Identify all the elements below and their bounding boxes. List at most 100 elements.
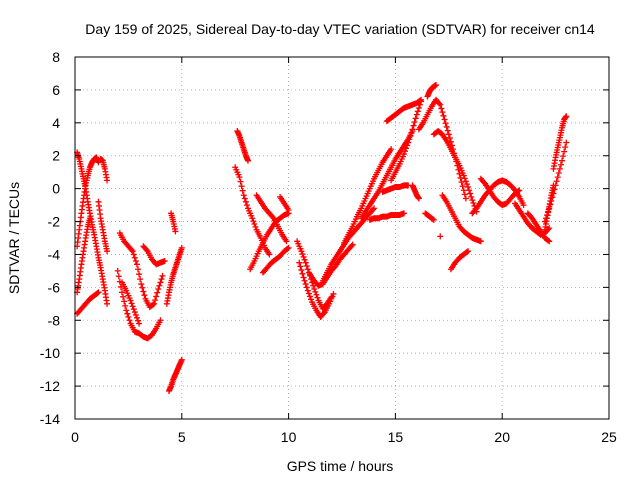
- data-point: [304, 287, 311, 294]
- data-point: [133, 261, 140, 268]
- data-point: [436, 100, 443, 107]
- data-point: [243, 202, 250, 209]
- data-point: [308, 296, 315, 303]
- data-point: [285, 207, 292, 214]
- data-point: [470, 200, 477, 207]
- data-point: [546, 225, 553, 232]
- y-tick-label: -6: [48, 279, 61, 295]
- data-point: [561, 148, 568, 155]
- data-point: [349, 241, 356, 248]
- data-point: [299, 251, 306, 258]
- data-point: [516, 187, 523, 194]
- data-point: [120, 293, 127, 300]
- data-point: [413, 111, 420, 118]
- data-point: [437, 233, 444, 240]
- y-tick-label: 4: [52, 115, 60, 131]
- data-point: [124, 310, 131, 317]
- data-point: [407, 132, 414, 139]
- data-point: [414, 108, 421, 115]
- data-point: [132, 311, 139, 318]
- data-point: [135, 317, 142, 324]
- data-point: [520, 202, 527, 209]
- data-point: [461, 191, 468, 198]
- data-point: [555, 170, 562, 177]
- data-point: [178, 356, 185, 363]
- data-point: [545, 237, 552, 244]
- data-point: [447, 138, 454, 145]
- data-point: [409, 126, 416, 133]
- data-point: [557, 161, 564, 168]
- x-tick-label: 0: [71, 429, 79, 445]
- plot-frame: [74, 56, 610, 420]
- data-point: [467, 190, 474, 197]
- data-point: [251, 221, 258, 228]
- data-point: [125, 313, 132, 320]
- data-point: [252, 223, 259, 230]
- data-point: [104, 248, 111, 255]
- data-point: [469, 197, 476, 204]
- data-point: [456, 170, 463, 177]
- data-point: [300, 253, 307, 260]
- x-tick-label: 5: [178, 429, 186, 445]
- data-point: [463, 181, 470, 188]
- data-point: [515, 188, 522, 195]
- data-point: [136, 320, 143, 327]
- y-tick-label: -2: [48, 214, 61, 230]
- data-point: [132, 258, 139, 265]
- data-point: [118, 289, 125, 296]
- data-point: [300, 274, 307, 281]
- data-point: [298, 267, 305, 274]
- data-point: [128, 300, 135, 307]
- data-point: [269, 214, 276, 221]
- data-point: [468, 193, 475, 200]
- data-point: [126, 317, 133, 324]
- data-point: [302, 259, 309, 266]
- data-point: [432, 81, 439, 88]
- y-tick-label: -10: [40, 345, 60, 361]
- data-point: [129, 303, 136, 310]
- data-point: [553, 178, 560, 185]
- data-point: [443, 123, 450, 130]
- y-tick-label: 6: [52, 82, 60, 98]
- data-point: [298, 248, 305, 255]
- grid: [75, 57, 609, 419]
- data-point: [157, 279, 164, 286]
- data-point: [128, 246, 135, 253]
- x-tick-label: 20: [494, 429, 510, 445]
- data-point: [121, 298, 128, 305]
- data-point: [388, 146, 395, 153]
- data-point: [550, 182, 557, 189]
- data-point: [284, 245, 291, 252]
- data-point: [130, 306, 137, 313]
- data-point: [459, 183, 466, 190]
- data-point: [415, 105, 422, 112]
- data-point: [460, 187, 467, 194]
- data-point: [305, 290, 312, 297]
- data-point: [114, 267, 121, 274]
- data-point: [240, 192, 247, 199]
- y-tick-label: 8: [52, 49, 60, 65]
- x-tick-label: 15: [388, 429, 404, 445]
- data-point: [303, 262, 310, 269]
- data-point: [302, 281, 309, 288]
- data-point: [411, 118, 418, 125]
- data-point: [415, 195, 422, 202]
- data-point: [153, 293, 160, 300]
- data-point: [137, 276, 144, 283]
- data-point: [299, 270, 306, 277]
- data-point: [400, 151, 407, 158]
- data-point: [245, 157, 252, 164]
- data-point: [437, 101, 444, 108]
- data-point: [462, 195, 469, 202]
- data-point: [301, 277, 308, 284]
- data-point: [556, 165, 563, 172]
- data-point: [104, 177, 111, 184]
- data-point: [297, 263, 304, 270]
- data-point: [466, 187, 473, 194]
- data-point: [172, 228, 179, 235]
- data-point: [430, 216, 437, 223]
- data-point: [266, 251, 273, 258]
- data-point: [410, 122, 417, 129]
- data-point: [131, 309, 138, 316]
- data-point: [104, 300, 111, 307]
